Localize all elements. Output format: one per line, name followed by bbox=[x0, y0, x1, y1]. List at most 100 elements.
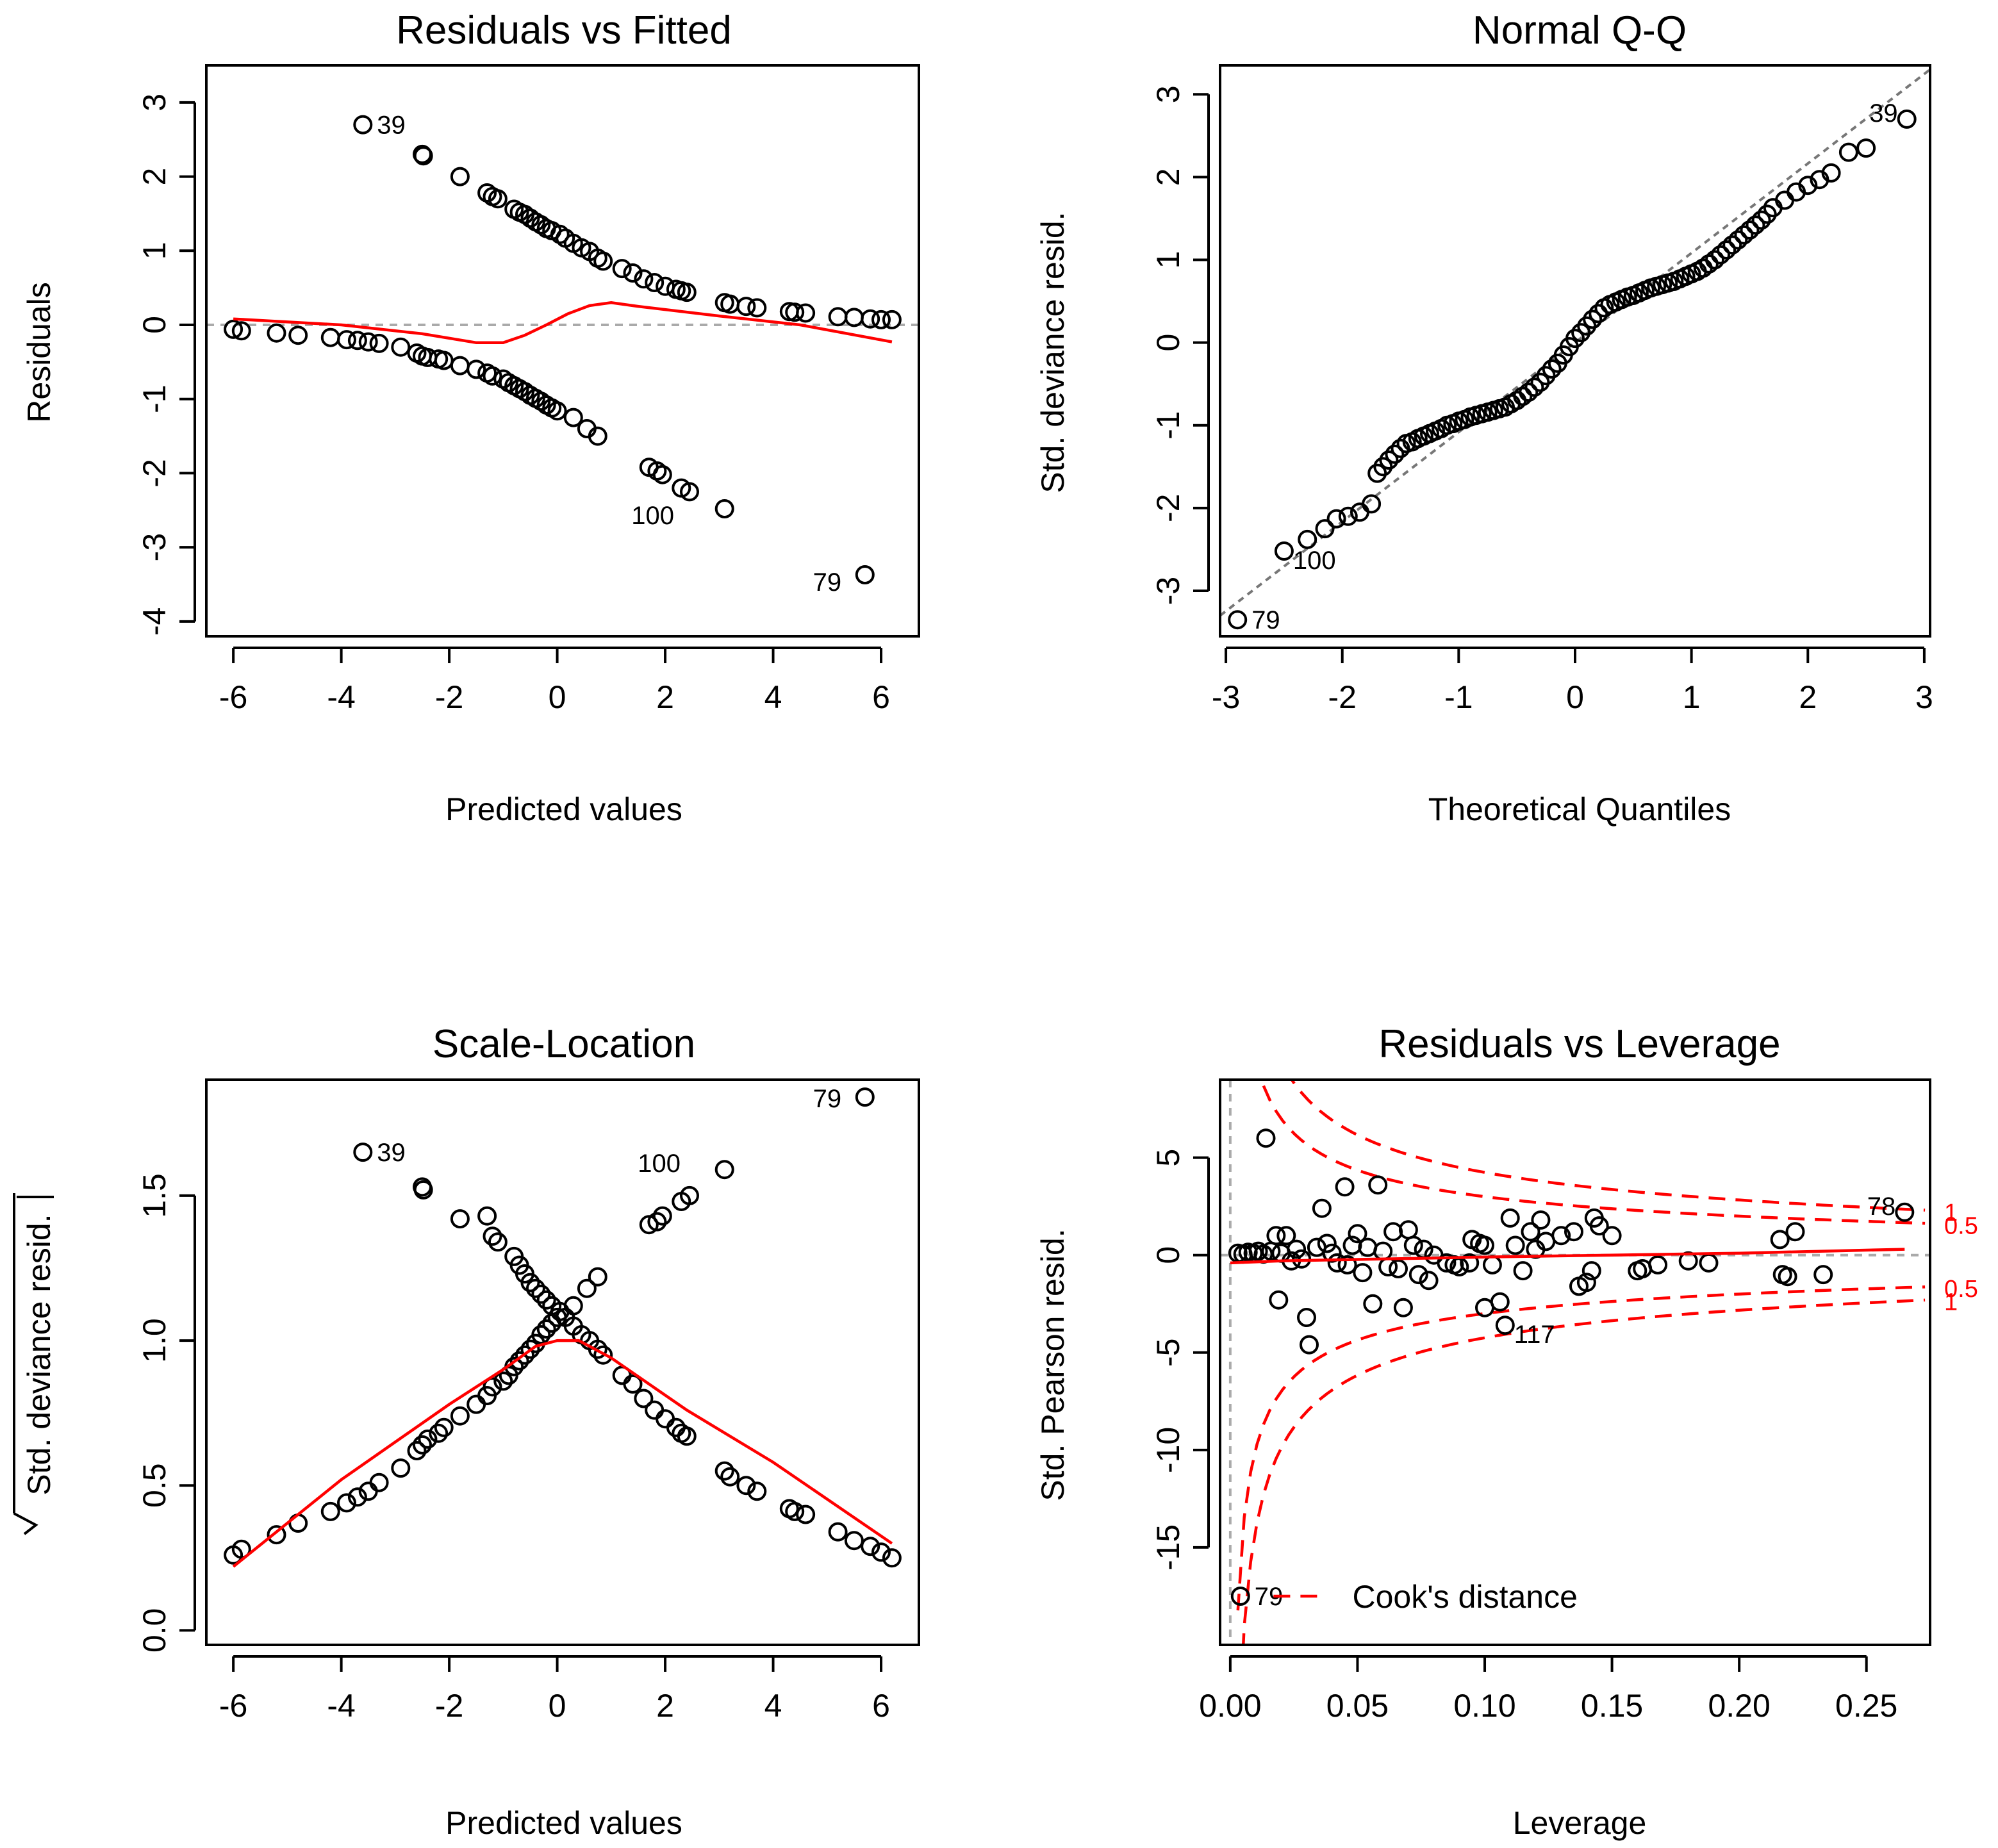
x-tick-label: 0.05 bbox=[1326, 1688, 1389, 1724]
data-point bbox=[677, 283, 697, 302]
data-point bbox=[1856, 138, 1876, 158]
panel-residuals-vs-leverage: Residuals vs Leverage Leverage Std. Pear… bbox=[1035, 1022, 1978, 1841]
smoother-line bbox=[1230, 1248, 1905, 1265]
data-point bbox=[1513, 1261, 1533, 1281]
plot-area-residuals-vs-fitted: 39 100 79 -6 -4 -2 0 2 4 6 -4 -3 -2 -1 0 1 2 3 bbox=[136, 64, 920, 715]
data-point bbox=[882, 1548, 902, 1568]
data-point bbox=[1362, 494, 1382, 514]
panel-scale-location: Scale-Location Predicted values Std. dev… bbox=[13, 1022, 920, 1841]
x-tick-label: 4 bbox=[764, 679, 782, 715]
x-tick-label: 6 bbox=[872, 679, 890, 715]
data-point bbox=[418, 1429, 438, 1449]
data-point bbox=[515, 1345, 534, 1365]
data-point bbox=[353, 1143, 373, 1162]
cooks-level-label-1: 1 bbox=[1944, 1200, 1958, 1226]
data-point bbox=[1770, 1230, 1790, 1250]
data-point bbox=[1266, 1226, 1286, 1246]
data-point bbox=[634, 1389, 654, 1408]
data-point bbox=[1536, 366, 1556, 386]
data-point bbox=[1269, 1290, 1289, 1310]
data-point bbox=[1734, 225, 1754, 245]
y-tick-label: -4 bbox=[136, 607, 172, 636]
data-point bbox=[714, 1160, 734, 1180]
smoother-line bbox=[232, 1339, 893, 1568]
data-point bbox=[369, 1473, 389, 1492]
data-point bbox=[785, 302, 805, 322]
data-point bbox=[844, 1531, 864, 1551]
data-point bbox=[828, 307, 848, 327]
data-point bbox=[1367, 463, 1387, 483]
x-tick-label: 4 bbox=[764, 1688, 782, 1724]
x-tick-label: 0 bbox=[549, 679, 566, 715]
point-label-79: 79 bbox=[813, 568, 842, 597]
ylabel-residuals-vs-fitted: Residuals bbox=[21, 282, 57, 423]
data-point bbox=[483, 366, 502, 386]
data-point bbox=[450, 1406, 470, 1426]
point-label-117: 117 bbox=[1514, 1321, 1555, 1349]
data-point bbox=[1602, 1226, 1622, 1246]
data-point bbox=[1551, 1226, 1571, 1246]
data-point bbox=[1228, 610, 1248, 630]
data-point bbox=[1393, 1298, 1413, 1317]
data-point bbox=[1230, 1587, 1250, 1606]
data-point bbox=[588, 1267, 607, 1287]
sqrt-sign-icon bbox=[13, 1512, 38, 1535]
data-point bbox=[1757, 204, 1777, 224]
data-point bbox=[652, 1206, 672, 1226]
plot-frame bbox=[205, 64, 920, 638]
y-axis: 0.0 0.5 1.0 1.5 bbox=[136, 1173, 196, 1653]
y-tick-label: 1 bbox=[136, 242, 172, 260]
data-point bbox=[861, 1537, 880, 1556]
plot-frame bbox=[205, 1078, 920, 1646]
x-tick-label: 0 bbox=[1566, 679, 1584, 715]
data-point bbox=[525, 1278, 545, 1298]
data-point bbox=[714, 1461, 734, 1481]
plot-area-scale-location: 39 100 79 -6 -4 -2 0 2 4 6 0.0 0.5 1.0 1.5 bbox=[136, 1078, 920, 1724]
data-point bbox=[736, 1476, 756, 1496]
data-point bbox=[1542, 359, 1562, 379]
point-label-100: 100 bbox=[631, 502, 674, 530]
data-point bbox=[1519, 383, 1539, 402]
point-label-100: 100 bbox=[1293, 547, 1336, 575]
data-point bbox=[593, 1345, 613, 1365]
data-point bbox=[1398, 1220, 1418, 1240]
data-point bbox=[531, 1284, 551, 1304]
data-point bbox=[267, 1525, 286, 1545]
data-point bbox=[1317, 1233, 1337, 1253]
data-point bbox=[1524, 377, 1544, 397]
cooks-distance-contour-0.5-lower bbox=[1236, 1285, 1926, 1611]
data-point bbox=[391, 1458, 411, 1478]
x-tick-label: 0 bbox=[549, 1688, 566, 1724]
y-tick-label: -2 bbox=[136, 459, 172, 487]
y-tick-label: -3 bbox=[136, 533, 172, 561]
data-point bbox=[1711, 245, 1730, 265]
data-point bbox=[1589, 304, 1608, 324]
y-tick-label: -10 bbox=[1150, 1427, 1186, 1473]
data-point bbox=[450, 1209, 470, 1229]
data-point bbox=[1326, 509, 1346, 529]
data-point bbox=[1895, 1202, 1915, 1222]
data-point bbox=[1256, 1128, 1276, 1148]
x-tick-label: -4 bbox=[327, 1688, 355, 1724]
data-point bbox=[536, 1319, 556, 1339]
data-point bbox=[736, 297, 756, 317]
title-residuals-vs-fitted: Residuals vs Fitted bbox=[396, 8, 732, 53]
x-tick-label: -1 bbox=[1444, 679, 1473, 715]
data-point bbox=[488, 1232, 508, 1252]
y-tick-label: 3 bbox=[1150, 85, 1186, 103]
point-label-39: 39 bbox=[1869, 99, 1898, 128]
data-point bbox=[1722, 235, 1742, 255]
data-point bbox=[1373, 1241, 1393, 1261]
plot-area-normal-qq: 39 100 79 -3 -2 -1 0 1 2 3 -3 -2 -1 0 1 2 3 bbox=[1150, 64, 1933, 715]
plot-frame bbox=[1219, 1078, 1931, 1646]
y-tick-label: 2 bbox=[136, 168, 172, 186]
x-tick-label: 0.15 bbox=[1581, 1688, 1643, 1724]
cooks-distance-contour-1-upper bbox=[1290, 1080, 1926, 1212]
data-point bbox=[1728, 230, 1748, 250]
data-point bbox=[1315, 519, 1335, 539]
data-point bbox=[347, 1487, 367, 1507]
data-point bbox=[639, 1215, 659, 1235]
point-label-78: 78 bbox=[1867, 1192, 1896, 1221]
data-point bbox=[488, 189, 508, 209]
y-tick-label: 0.0 bbox=[136, 1608, 172, 1653]
